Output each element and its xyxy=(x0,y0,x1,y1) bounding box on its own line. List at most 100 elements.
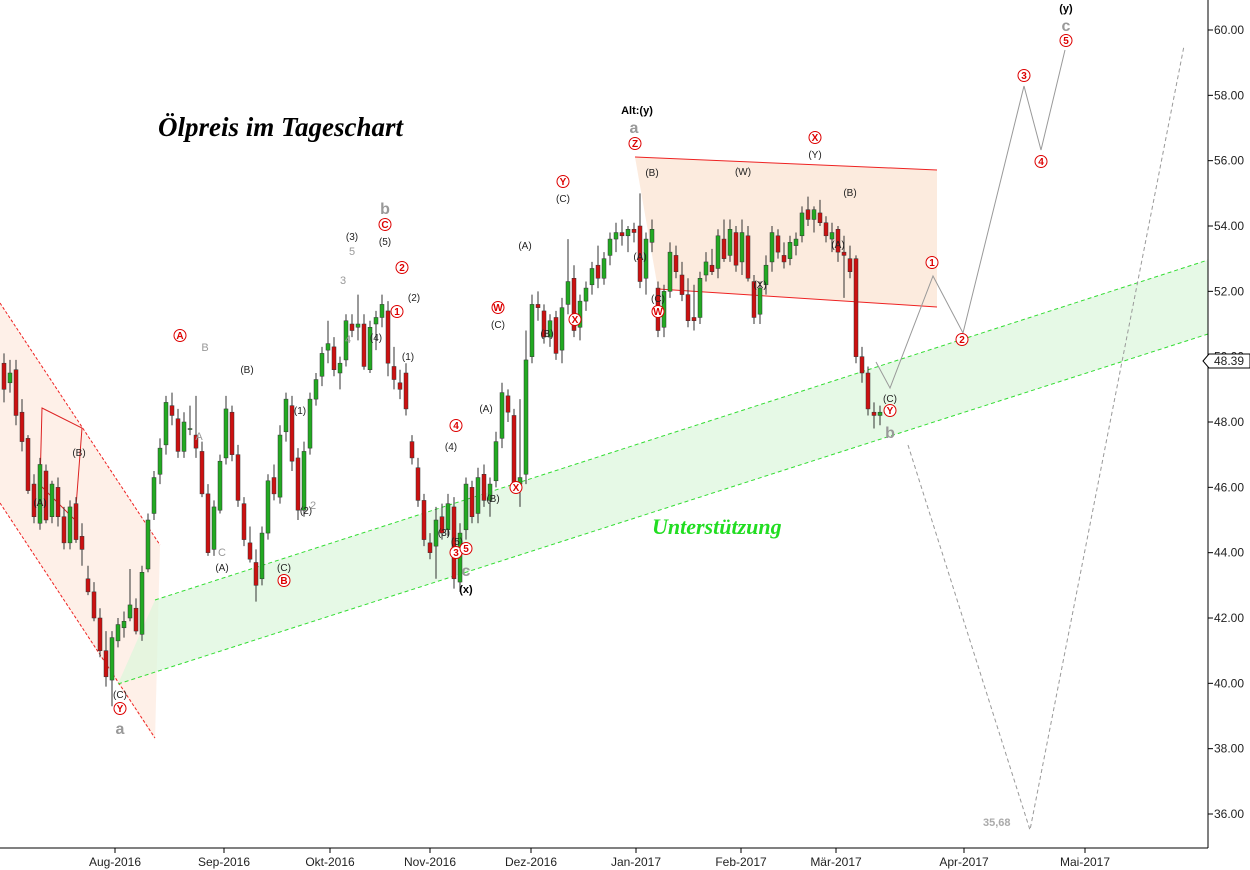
candle xyxy=(715,229,721,279)
svg-text:(4): (4) xyxy=(370,333,382,344)
svg-text:1: 1 xyxy=(394,307,400,318)
svg-text:(A): (A) xyxy=(518,241,531,252)
candle xyxy=(475,467,481,524)
wave-label: (1) xyxy=(402,352,414,363)
candle xyxy=(757,281,763,324)
wave-label: X xyxy=(509,481,523,494)
svg-text:(2): (2) xyxy=(300,506,312,517)
wave-label: X xyxy=(808,131,822,144)
candle xyxy=(493,431,499,488)
svg-text:3: 3 xyxy=(1021,71,1027,82)
support-channel-fill xyxy=(118,260,1208,684)
candle xyxy=(253,549,259,602)
svg-text:5: 5 xyxy=(349,246,355,258)
wave-label: C xyxy=(378,218,392,231)
svg-text:(5): (5) xyxy=(379,237,391,248)
candle xyxy=(799,206,805,243)
svg-text:1: 1 xyxy=(929,258,935,269)
x-tick-label-nov: Nov-2016 xyxy=(404,855,456,869)
svg-text:(1): (1) xyxy=(402,352,414,363)
candle xyxy=(811,206,817,233)
svg-text:2: 2 xyxy=(399,263,405,274)
wave-label: (C) xyxy=(651,294,665,305)
svg-text:A: A xyxy=(195,431,203,443)
svg-text:W: W xyxy=(493,303,503,314)
projection-path-solid xyxy=(875,49,1066,390)
wave-label: (C) xyxy=(883,394,897,405)
candle xyxy=(127,569,133,622)
svg-text:(Y): (Y) xyxy=(808,150,821,161)
candle xyxy=(61,506,67,550)
svg-text:(C): (C) xyxy=(883,394,897,405)
x-tick-label-feb: Feb-2017 xyxy=(715,855,767,869)
falling-channel-lower xyxy=(0,502,156,739)
svg-text:(B): (B) xyxy=(240,365,253,376)
candle xyxy=(631,222,637,243)
candle xyxy=(349,314,355,338)
wave-label: (W) xyxy=(735,167,751,178)
candle xyxy=(271,464,277,501)
wave-label: (B) xyxy=(843,188,856,199)
candle xyxy=(55,477,61,527)
candle xyxy=(109,631,115,707)
svg-text:4: 4 xyxy=(345,334,351,346)
candle xyxy=(7,359,13,393)
candle xyxy=(391,346,397,390)
y-tick-label: 52.00 xyxy=(1214,284,1244,298)
candle xyxy=(439,503,445,540)
candle xyxy=(769,226,775,272)
y-tick-label: 54.00 xyxy=(1214,219,1244,233)
candle xyxy=(121,611,127,638)
wave-label: C xyxy=(218,547,226,559)
wave-label: a xyxy=(116,721,125,738)
wave-label: 5 xyxy=(1059,34,1073,47)
candle xyxy=(541,304,547,344)
svg-text:(B): (B) xyxy=(645,168,658,179)
candle xyxy=(241,497,247,547)
wave-label: X xyxy=(568,313,582,326)
svg-text:(C): (C) xyxy=(651,294,665,305)
candle xyxy=(607,232,613,266)
candle xyxy=(805,196,811,226)
candle xyxy=(247,526,253,563)
wave-label: Y xyxy=(883,404,897,417)
candle xyxy=(625,226,631,253)
candle xyxy=(325,320,331,364)
svg-text:2: 2 xyxy=(959,335,965,346)
candle xyxy=(739,219,745,275)
svg-text:(W): (W) xyxy=(735,167,751,178)
candle xyxy=(295,448,301,520)
wave-label: (A) xyxy=(633,252,646,263)
svg-text:a: a xyxy=(630,120,639,137)
svg-text:(A): (A) xyxy=(831,240,844,251)
wave-label: 4 xyxy=(1034,155,1048,168)
candle xyxy=(781,242,787,269)
falling-channel-upper xyxy=(0,302,161,546)
candle xyxy=(595,245,601,289)
candle xyxy=(745,226,751,282)
svg-text:(C): (C) xyxy=(113,690,127,701)
candle xyxy=(319,346,325,387)
candle xyxy=(91,582,97,622)
svg-text:a: a xyxy=(116,721,125,738)
projection-path-dashed xyxy=(907,45,1185,831)
wave-label: (x) xyxy=(459,584,473,596)
svg-text:(y): (y) xyxy=(1059,3,1073,15)
wave-label: 1 xyxy=(390,305,404,318)
candle xyxy=(403,363,409,416)
wave-label: (5) xyxy=(451,537,463,548)
candle xyxy=(535,291,541,321)
wave-label: (B) xyxy=(540,329,553,340)
svg-text:(C): (C) xyxy=(556,194,570,205)
svg-text:c: c xyxy=(462,563,471,580)
candle xyxy=(481,464,487,507)
svg-text:(B): (B) xyxy=(486,494,499,505)
candle xyxy=(853,255,859,364)
candle xyxy=(667,242,673,298)
candle xyxy=(157,438,163,485)
wave-label: 5 xyxy=(459,542,473,555)
candle xyxy=(151,471,157,520)
candle xyxy=(79,523,85,566)
wave-label: b xyxy=(885,425,895,442)
candle xyxy=(187,405,193,436)
